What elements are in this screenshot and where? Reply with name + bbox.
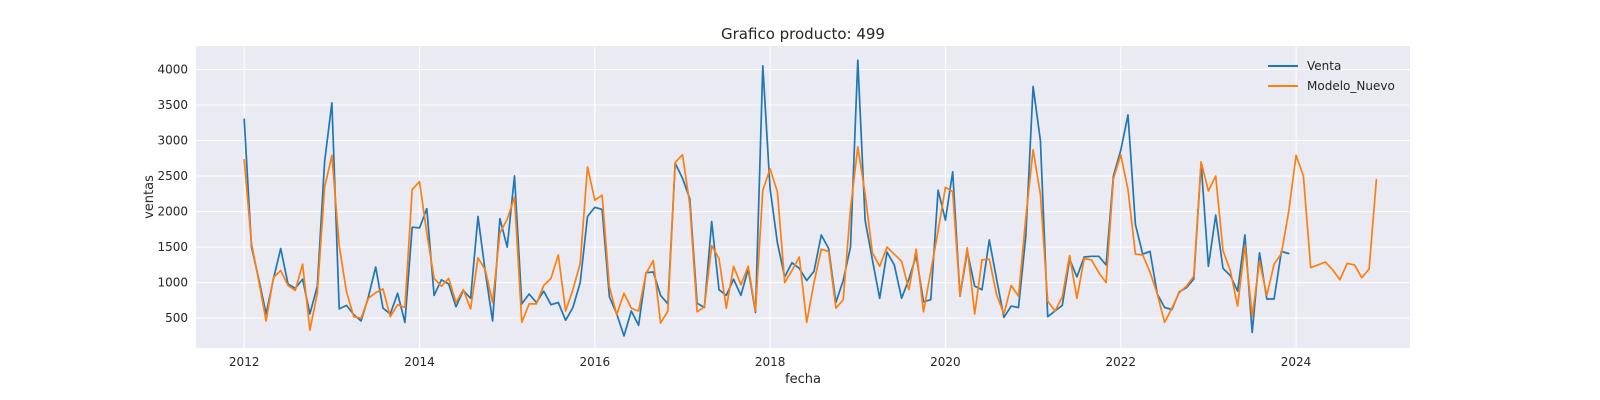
- y-tick-label: 2000: [157, 205, 188, 219]
- x-tick-labels: 2012 2014 2016 2018 2020 2022 2024: [229, 355, 1311, 369]
- chart-title: Grafico producto: 499: [721, 25, 885, 43]
- y-tick-label: 4000: [157, 62, 188, 76]
- x-tick-label: 2018: [755, 355, 786, 369]
- x-tick-label: 2020: [930, 355, 961, 369]
- x-tick-label: 2024: [1281, 355, 1312, 369]
- series-line-modelo-nuevo: [243, 146, 1378, 332]
- y-tick-labels: 500 1000 1500 2000 2500 3000 3500 4000: [157, 62, 188, 325]
- y-tick-label: 500: [165, 311, 188, 325]
- y-tick-label: 2500: [157, 169, 188, 183]
- plot-area: [196, 46, 1410, 348]
- x-axis-label: fecha: [785, 372, 821, 387]
- x-tick-label: 2016: [580, 355, 611, 369]
- y-axis-label: ventas: [142, 175, 157, 219]
- legend-label-modelo-nuevo: Modelo_Nuevo: [1307, 79, 1395, 93]
- y-tick-label: 1000: [157, 276, 188, 290]
- series-group: [243, 59, 1378, 337]
- x-tick-label: 2012: [229, 355, 260, 369]
- y-tick-label: 3500: [157, 98, 188, 112]
- y-tick-label: 1500: [157, 240, 188, 254]
- legend-label-venta: Venta: [1307, 59, 1341, 73]
- legend: Venta Modelo_Nuevo: [1268, 59, 1395, 93]
- x-tick-label: 2014: [404, 355, 435, 369]
- series-line-venta: [243, 59, 1290, 337]
- y-tick-label: 3000: [157, 134, 188, 148]
- x-tick-label: 2022: [1105, 355, 1136, 369]
